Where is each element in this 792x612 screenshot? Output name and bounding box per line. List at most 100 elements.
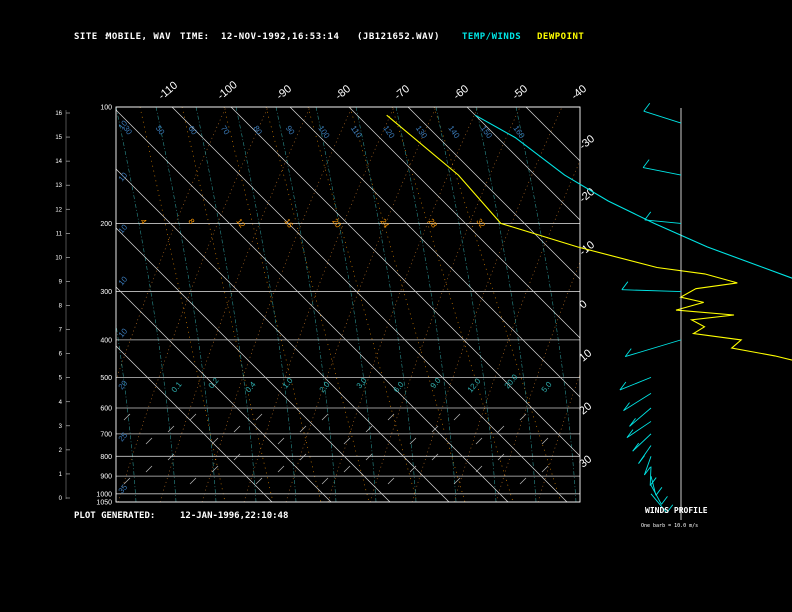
grid-tick <box>123 413 131 421</box>
isotherm-line <box>407 107 580 280</box>
height-tick-label: 14 <box>55 159 62 165</box>
moist-adiabat-label: 0.2 <box>207 376 221 391</box>
moist-adiabat-label: 9.0 <box>429 376 443 391</box>
grid-tick <box>321 477 329 485</box>
plot-generated-label: PLOT GENERATED: <box>74 511 156 521</box>
grid-tick <box>519 413 527 421</box>
wind-barb <box>629 407 652 427</box>
dry-adiabat-label: 60 <box>186 124 199 137</box>
dry-adiabat-label: 160 <box>511 124 526 141</box>
dry-adiabat <box>537 373 580 502</box>
grid-tick <box>233 453 241 461</box>
height-tick-label: 7 <box>59 328 63 334</box>
isotherm-line <box>703 107 792 502</box>
height-tick-label: 15 <box>55 135 62 141</box>
wind-barb <box>623 392 652 411</box>
pressure-tick-label: 100 <box>100 105 112 112</box>
grid-tick <box>409 465 417 473</box>
grid-tick <box>321 413 329 421</box>
wind-barb <box>650 484 662 505</box>
dry-adiabat <box>579 500 580 502</box>
height-tick-label: 8 <box>59 304 63 310</box>
moist-adiabat <box>275 107 337 502</box>
grid-tick <box>541 465 549 473</box>
grid-tick <box>475 465 483 473</box>
moist-adiabat <box>235 107 297 502</box>
moist-adiabat-label: 5.0 <box>540 380 554 395</box>
legend-dewpoint: DEWPOINT <box>537 32 585 42</box>
height-tick-label: 4 <box>59 400 63 406</box>
isotherm-line <box>289 107 580 398</box>
wind-barb <box>626 421 652 439</box>
pressure-tick-label: 500 <box>100 375 112 382</box>
isotherm-line <box>116 227 391 502</box>
grid-tick <box>475 437 483 445</box>
wind-barb <box>644 219 682 224</box>
mixing-ratio-label: 8 <box>186 217 196 226</box>
wind-barb-flag <box>624 348 632 357</box>
grid-tick <box>299 453 307 461</box>
temperature-line <box>474 114 792 279</box>
left-moist-label: 10 <box>117 170 130 183</box>
grid-tick <box>519 477 527 485</box>
wind-barb-flag <box>626 429 634 438</box>
moist-adiabat <box>435 107 497 502</box>
wind-barb-flag <box>638 455 645 464</box>
dry-adiabat <box>117 107 269 502</box>
isotherm-line <box>585 107 792 502</box>
isotherm-line <box>348 107 580 339</box>
top-temperature-label: -100 <box>215 79 240 102</box>
isotherm-line <box>116 286 332 502</box>
grid-tick <box>189 477 197 485</box>
wind-barb <box>649 466 652 486</box>
pressure-tick-label: 1050 <box>96 500 112 507</box>
dry-adiabat <box>453 160 580 502</box>
wind-barb <box>643 456 652 476</box>
grid-tick <box>255 477 263 485</box>
grid-tick <box>497 453 505 461</box>
height-tick-label: 6 <box>59 352 63 358</box>
dewpoint-line <box>386 114 792 361</box>
dry-adiabat <box>243 107 395 502</box>
grid-tick <box>453 413 461 421</box>
moist-adiabat-label: 6.0 <box>392 380 406 395</box>
isotherm-line <box>230 107 580 457</box>
wind-profile-title: WINDS PROFILE <box>645 506 708 515</box>
height-tick-label: 0 <box>59 496 63 502</box>
left-moist-label: 35 <box>117 482 130 495</box>
grid-tick <box>211 437 219 445</box>
mixing-ratio-label: 32 <box>474 217 487 230</box>
moist-adiabat-label: 2.0 <box>318 380 332 395</box>
wind-barb-flag <box>632 442 640 452</box>
wind-barb <box>650 493 668 514</box>
grid-tick <box>145 437 153 445</box>
wind-barb-flag <box>643 102 651 112</box>
pressure-tick-label: 700 <box>100 431 112 438</box>
dry-adiabat-label: 100 <box>316 124 331 141</box>
wind-barb-flag <box>629 418 636 427</box>
dry-adiabat <box>369 107 521 502</box>
height-tick-label: 13 <box>55 183 62 189</box>
height-tick-label: 1 <box>59 472 63 478</box>
grid-tick <box>541 437 549 445</box>
wind-barb-flag <box>621 281 629 290</box>
pressure-tick-label: 1000 <box>96 491 112 498</box>
dry-adiabat-label: 90 <box>284 124 297 137</box>
pressure-tick-label: 600 <box>100 405 112 412</box>
right-temperature-label: 0 <box>577 298 589 311</box>
grid-tick <box>123 477 131 485</box>
moist-adiabat <box>195 107 257 502</box>
grid-tick <box>431 425 439 433</box>
wind-barb-flag <box>661 496 668 505</box>
grid-tick <box>497 425 505 433</box>
moist-adiabat-label: 3.0 <box>355 376 369 391</box>
dry-adiabat-label: 120 <box>381 124 396 141</box>
isotherm-line <box>116 168 450 502</box>
dry-adiabat-label: 70 <box>219 124 232 137</box>
pressure-tick-label: 400 <box>100 337 112 344</box>
top-temperature-label: -60 <box>451 83 471 102</box>
moist-adiabat <box>155 107 217 502</box>
mixing-ratio-label: 28 <box>426 217 439 230</box>
pressure-tick-label: 800 <box>100 454 112 461</box>
mixing-ratio-line <box>433 107 562 502</box>
